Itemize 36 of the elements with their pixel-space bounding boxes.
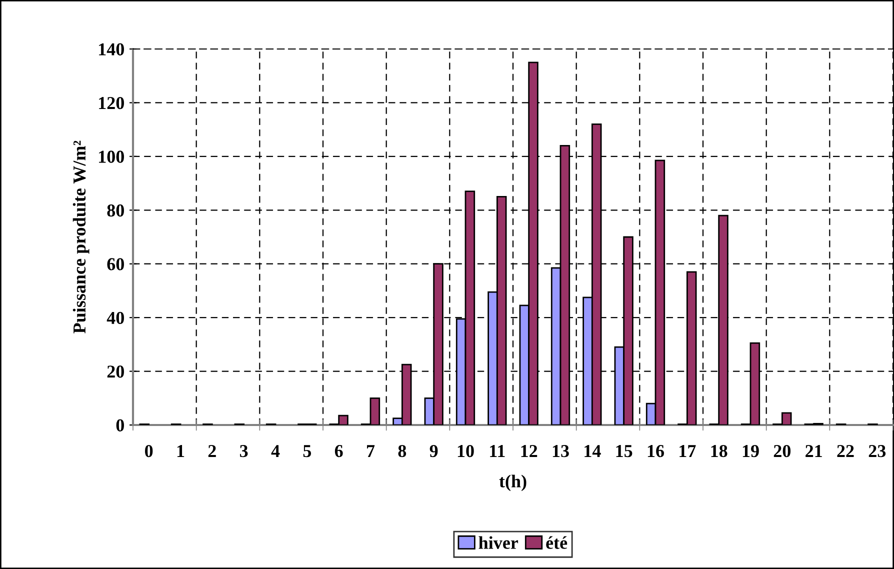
x-tick-label: 14 [584,445,601,457]
y-tick-label: 120 [99,96,124,110]
x-tick-label: 0 [145,444,153,458]
y-tick-label: 100 [99,150,124,163]
x-tick-label: 16 [648,445,664,458]
x-tick-label: 23 [868,445,886,458]
x-tick-label: 13 [552,445,569,458]
x-tick-label: 22 [837,445,854,457]
x-tick-label: 21 [806,445,822,457]
legend-label: été [546,536,568,549]
x-tick-label: 5 [303,445,312,458]
y-axis-title: Puissance produite W/m² [72,140,90,334]
x-tick-label: 19 [742,445,759,458]
x-tick-label: 1 [177,445,184,457]
x-tick-label: 6 [334,445,343,458]
x-tick-label: 15 [616,445,632,458]
y-tick-label: 60 [107,258,124,270]
y-tick-label: 0 [116,419,124,432]
x-tick-label: 3 [240,445,248,458]
x-tick-label: 8 [398,444,406,458]
x-tick-label: 10 [458,444,474,458]
legend-label: hiver [478,536,518,549]
x-tick-label: 11 [490,445,505,457]
x-tick-label: 17 [680,445,696,457]
x-tick-label: 12 [521,445,538,457]
x-tick-label: 20 [774,444,791,458]
y-tick-label: 140 [99,43,124,56]
y-tick-label: 20 [107,366,124,378]
x-tick-label: 4 [271,445,280,457]
x-axis-title: t(h) [499,474,526,492]
x-tick-label: 9 [430,445,438,458]
x-tick-label: 7 [367,445,375,457]
x-tick-label: 18 [711,444,728,458]
x-tick-label: 2 [208,445,216,457]
y-tick-label: 80 [107,204,124,217]
y-tick-label: 40 [106,312,124,324]
